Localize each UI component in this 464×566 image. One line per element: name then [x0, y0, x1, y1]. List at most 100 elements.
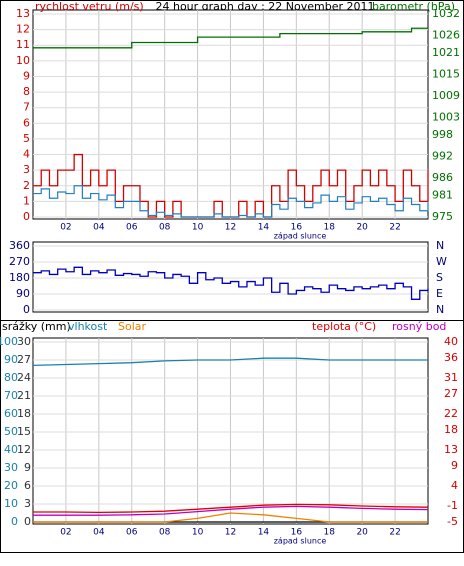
y2-tick-label: 986: [432, 171, 453, 184]
x-tick-label: 06: [126, 528, 138, 538]
y2-tick-label: 1015: [432, 68, 460, 81]
y2-tick-label: 9: [451, 459, 458, 472]
y2-tick-label: E: [436, 287, 443, 300]
y-tick-label: 80: [4, 371, 18, 384]
y2-tick-label: 1032: [432, 7, 460, 20]
y-tick-label: 360: [9, 239, 30, 252]
y2-tick-label: 1026: [432, 28, 460, 41]
x-tick-label: 16: [291, 223, 303, 233]
y2-tick-label: 975: [432, 210, 453, 223]
y3-tick-label: 12: [17, 443, 31, 456]
y2-tick-label: 40: [444, 335, 458, 348]
y3-tick-label: 15: [17, 425, 31, 438]
series-line: [33, 505, 429, 516]
y3-tick-label: 30: [17, 335, 31, 348]
legend-label: Solar: [118, 320, 147, 333]
series-line: [33, 512, 428, 523]
legend-label: srážky (mm): [2, 320, 71, 333]
x-tick-label: 10: [192, 528, 204, 538]
legend-label: rychlost vetru (m/s): [35, 0, 144, 13]
y2-tick-label: N: [436, 239, 444, 252]
y-tick-label: 100: [0, 335, 18, 348]
y2-tick-label: -1: [447, 499, 458, 512]
x-tick-label: 08: [159, 223, 171, 233]
x-tick-label: 14: [258, 223, 270, 233]
y-tick-label: 50: [4, 425, 18, 438]
x-tick-label: 12: [225, 528, 236, 538]
y-tick-label: 90: [4, 353, 18, 366]
y-tick-label: 4: [23, 148, 30, 161]
y2-tick-label: -5: [447, 515, 458, 528]
y-tick-label: 12: [16, 23, 30, 36]
series-line: [33, 185, 429, 218]
y-tick-label: 60: [4, 407, 18, 420]
x-tick-label: 22: [389, 223, 400, 233]
x-tick-label: 10: [192, 223, 204, 233]
y-tick-label: 2: [23, 179, 30, 192]
y-tick-label: 1: [23, 194, 30, 207]
series-line: [33, 27, 428, 49]
x-tick-label: 16: [291, 528, 303, 538]
y2-tick-label: N: [436, 303, 444, 316]
y2-tick-label: 27: [444, 387, 458, 400]
y2-tick-label: 998: [432, 128, 453, 141]
y2-tick-label: 992: [432, 149, 453, 162]
y-tick-label: 270: [9, 255, 30, 268]
y3-tick-label: 21: [17, 389, 31, 402]
x-tick-label: 14: [258, 528, 270, 538]
y-tick-label: 90: [16, 287, 30, 300]
x-tick-label: 08: [159, 528, 171, 538]
y-tick-label: 9: [23, 69, 30, 82]
x-tick-label: 22: [389, 528, 400, 538]
series-line: [33, 503, 429, 514]
y2-tick-label: 13: [444, 443, 458, 456]
y-tick-label: 20: [4, 479, 18, 492]
y2-tick-label: 22: [444, 407, 458, 420]
y3-tick-label: 24: [17, 371, 31, 384]
y2-tick-label: 981: [432, 189, 453, 202]
x-tick-label: 02: [60, 223, 71, 233]
y2-tick-label: 1003: [432, 110, 460, 123]
y2-tick-label: 1021: [432, 46, 460, 59]
legend-label: vlhkost: [68, 320, 108, 333]
y-tick-label: 70: [4, 389, 18, 402]
annotation: západ slunce: [274, 537, 327, 546]
y2-tick-label: W: [436, 255, 447, 268]
plot-area: [32, 241, 429, 313]
series-line: [32, 357, 428, 367]
y-tick-label: 40: [4, 443, 18, 456]
y-tick-label: 6: [23, 116, 30, 129]
x-tick-label: 06: [126, 223, 138, 233]
y-tick-label: 10: [16, 54, 30, 67]
y-tick-label: 0: [23, 210, 30, 223]
y-tick-label: 3: [23, 163, 30, 176]
legend-label: teplota (°C): [312, 320, 376, 333]
y-tick-label: 13: [16, 7, 30, 20]
annotation: západ slunce: [274, 232, 327, 241]
y-tick-label: 10: [4, 497, 18, 510]
y3-tick-label: 3: [24, 497, 31, 510]
y2-tick-label: 31: [444, 371, 458, 384]
x-tick-label: 20: [356, 528, 368, 538]
x-tick-label: 18: [324, 223, 336, 233]
y2-tick-label: S: [436, 271, 443, 284]
y-tick-label: 5: [23, 132, 30, 145]
legend-label: rosný bod: [392, 320, 446, 333]
series-line: [33, 266, 429, 300]
y3-tick-label: 0: [24, 515, 31, 528]
y-tick-label: 180: [9, 271, 30, 284]
y-tick-label: 8: [23, 85, 30, 98]
y2-tick-label: 36: [444, 351, 458, 364]
x-tick-label: 12: [225, 223, 236, 233]
y-tick-label: 0: [11, 515, 18, 528]
y-tick-label: 7: [23, 101, 30, 114]
y2-tick-label: 18: [444, 423, 458, 436]
series-line: [33, 153, 429, 218]
y2-tick-label: 4: [451, 479, 458, 492]
x-tick-label: 04: [93, 528, 105, 538]
y2-tick-label: 1009: [432, 89, 460, 102]
x-tick-label: 18: [324, 528, 336, 538]
y3-tick-label: 6: [24, 479, 31, 492]
x-tick-label: 02: [60, 528, 71, 538]
